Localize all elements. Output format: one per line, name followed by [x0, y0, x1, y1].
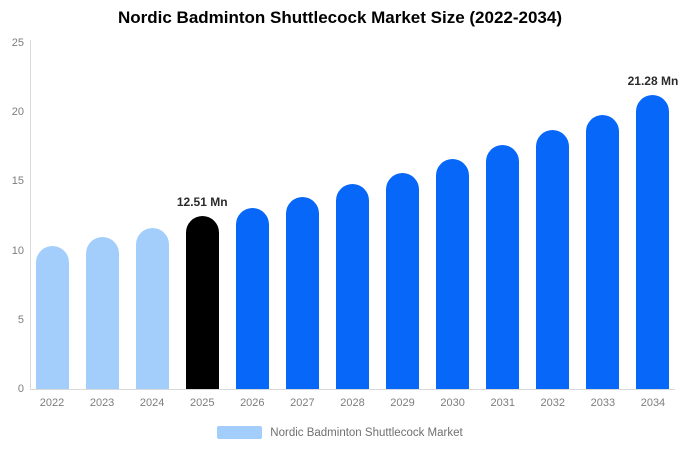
x-tick-label-2024: 2024	[139, 397, 165, 409]
bar-2031	[486, 145, 520, 389]
bar-value-label-2025: 12.51 Mn	[176, 194, 228, 209]
y-tick-label: 0	[17, 383, 24, 395]
x-tick-label-2025: 2025	[189, 397, 215, 409]
x-tick-label-2034: 2034	[640, 397, 666, 409]
y-tick-label: 25	[11, 37, 24, 49]
bar-2023	[85, 236, 119, 389]
bar-2028	[335, 184, 369, 389]
bar-2029	[386, 173, 420, 389]
bar-value-label-2034: 21.28 Mn	[627, 73, 679, 88]
x-tick-label-2026: 2026	[240, 397, 265, 409]
y-tick-label: 15	[11, 175, 24, 188]
legend-item[interactable]: Nordic Badminton Shuttlecock Market	[217, 426, 463, 439]
y-tick-label: 5	[17, 313, 24, 326]
legend-swatch-icon	[217, 426, 263, 439]
bar-2025	[185, 215, 219, 389]
bar-2024	[135, 228, 169, 389]
x-tick-label-2022: 2022	[39, 397, 65, 409]
bar-2027	[285, 196, 319, 389]
x-tick-label-2028: 2028	[340, 397, 365, 409]
plot-area: 12.51 Mn 21.28 Mn	[30, 43, 678, 389]
y-tick-label: 10	[11, 244, 24, 257]
bar-2026	[235, 207, 269, 389]
bar-2034	[636, 94, 670, 389]
legend-label: Nordic Badminton Shuttlecock Market	[270, 426, 463, 439]
bar-2022	[35, 246, 69, 389]
y-tick-label: 20	[11, 106, 24, 119]
bar-2033	[586, 114, 620, 389]
x-axis-line	[30, 389, 675, 390]
x-tick-label-2033: 2033	[590, 397, 616, 409]
x-tick-label-2027: 2027	[290, 397, 315, 409]
x-tick-label-2029: 2029	[390, 397, 415, 409]
y-axis-line	[30, 40, 31, 389]
x-tick-label-2032: 2032	[540, 397, 566, 409]
x-tick-label-2031: 2031	[490, 397, 515, 409]
bar-2030	[436, 159, 470, 389]
legend: Nordic Badminton Shuttlecock Market	[0, 426, 680, 439]
x-tick-label-2030: 2030	[440, 397, 465, 409]
chart-title: Nordic Badminton Shuttlecock Market Size…	[117, 8, 563, 27]
bar-2032	[536, 130, 570, 389]
x-tick-label-2023: 2023	[89, 397, 115, 409]
